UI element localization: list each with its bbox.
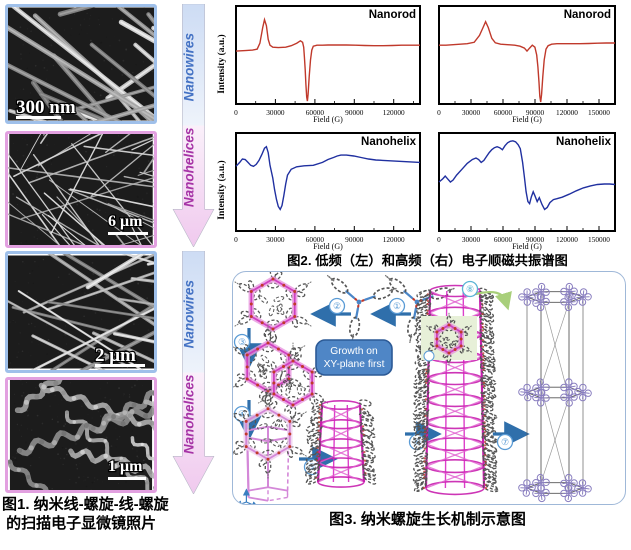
svg-text:Nanohelix: Nanohelix [361,136,417,148]
svg-text:Growth on: Growth on [330,346,378,357]
svg-text:30000: 30000 [266,108,285,117]
svg-text:Nanohelices: Nanohelices [182,127,197,207]
svg-text:Nanorod: Nanorod [564,9,611,21]
svg-text:90000: 90000 [345,108,364,117]
svg-text:②: ② [333,301,341,311]
svg-text:120000: 120000 [556,235,578,244]
svg-text:Nanowires: Nanowires [182,33,197,102]
svg-text:0: 0 [234,235,238,244]
svg-text:Nanohelices: Nanohelices [182,374,197,454]
svg-text:60000: 60000 [494,108,513,117]
svg-text:Field (G): Field (G) [512,115,542,124]
svg-text:Nanohelix: Nanohelix [556,136,612,148]
svg-text:120000: 120000 [383,108,405,117]
svg-text:Nanorod: Nanorod [369,9,416,21]
svg-text:150000: 150000 [588,108,610,117]
svg-text:90000: 90000 [345,235,364,244]
svg-text:150000: 150000 [588,235,610,244]
svg-text:⑧: ⑧ [466,284,474,294]
svg-text:0: 0 [234,108,238,117]
svg-text:XY-plane first: XY-plane first [324,359,385,370]
svg-text:①: ① [393,301,401,311]
svg-text:30000: 30000 [462,235,481,244]
svg-text:60000: 60000 [494,235,513,244]
svg-text:30000: 30000 [462,108,481,117]
svg-text:0: 0 [437,235,441,244]
svg-text:30000: 30000 [266,235,285,244]
svg-text:120000: 120000 [383,235,405,244]
svg-text:0: 0 [437,108,441,117]
svg-text:⑦: ⑦ [501,437,509,447]
svg-text:120000: 120000 [556,108,578,117]
svg-text:Nanowires: Nanowires [182,280,197,349]
svg-text:③: ③ [238,337,246,347]
svg-text:Field (G): Field (G) [313,115,343,124]
